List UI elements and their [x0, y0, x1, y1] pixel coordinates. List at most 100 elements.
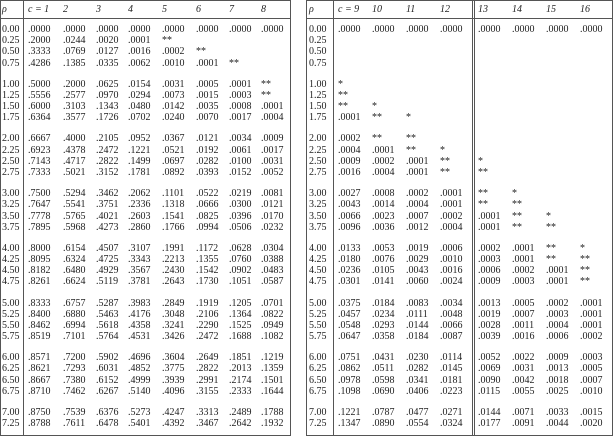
- header-rule: [0, 18, 291, 19]
- value-cell: .8710: [28, 385, 51, 397]
- value-cell: **: [580, 276, 590, 288]
- rho-cell: 5.50: [2, 319, 20, 331]
- header-cell: 3: [96, 4, 101, 15]
- value-cell: .5541: [63, 199, 86, 211]
- value-cell: .0127: [96, 46, 119, 58]
- value-cell: .0219: [229, 188, 252, 200]
- value-cell: .6880: [63, 308, 86, 320]
- value-cell: .4286: [28, 57, 51, 69]
- value-cell: .6376: [96, 406, 119, 418]
- value-cell: .5765: [63, 210, 86, 222]
- value-cell: .0431: [372, 352, 395, 364]
- value-cell: .7143: [28, 155, 51, 167]
- value-cell: .3604: [162, 352, 185, 364]
- value-cell: .0760: [229, 254, 252, 265]
- value-cell: .4378: [63, 144, 86, 156]
- value-cell: .0000: [261, 24, 284, 35]
- value-cell: .1343: [96, 101, 119, 113]
- value-cell: .0001: [478, 221, 501, 233]
- header-cell: ρ: [2, 4, 7, 15]
- value-cell: .0000: [63, 24, 86, 35]
- value-cell: *: [372, 101, 377, 113]
- value-cell: .0001: [406, 155, 429, 167]
- value-cell: .0031: [162, 78, 185, 90]
- value-cell: .0787: [372, 406, 395, 418]
- rho-cell: 1.25: [2, 89, 20, 101]
- value-cell: .8000: [28, 242, 51, 254]
- value-cell: .0044: [546, 418, 569, 430]
- value-cell: .0019: [406, 242, 429, 254]
- value-cell: .0506: [229, 221, 252, 233]
- value-cell: .0061: [229, 144, 252, 156]
- value-cell: .0011: [512, 319, 535, 331]
- rho-cell: 0.25: [309, 35, 327, 47]
- value-cell: .0048: [440, 308, 463, 320]
- value-cell: .3577: [63, 112, 86, 124]
- value-cell: .0001: [546, 276, 569, 288]
- value-cell: .0001: [440, 188, 463, 200]
- value-cell: .0177: [478, 418, 501, 430]
- value-cell: .7200: [63, 352, 86, 364]
- value-cell: .0154: [128, 78, 151, 90]
- rho-cell: 2.25: [309, 144, 327, 156]
- value-cell: .6478: [96, 418, 119, 430]
- value-cell: .0690: [372, 385, 395, 397]
- value-cell: .5618: [96, 319, 119, 331]
- value-cell: **: [512, 199, 522, 211]
- value-cell: .0000: [512, 24, 535, 35]
- value-cell: .0004: [261, 112, 284, 124]
- value-cell: .0240: [162, 112, 185, 124]
- value-cell: .0223: [440, 385, 463, 397]
- value-cell: .4507: [96, 242, 119, 254]
- value-cell: .0902: [229, 265, 252, 277]
- value-cell: .0324: [440, 418, 463, 430]
- value-cell: .0096: [338, 221, 361, 233]
- rho-cell: 1.00: [2, 78, 20, 90]
- value-cell: .5294: [63, 188, 86, 200]
- value-cell: .0483: [261, 265, 284, 277]
- value-cell: .0016: [512, 331, 535, 343]
- value-cell: .0769: [63, 46, 86, 58]
- value-cell: .0005: [580, 363, 603, 375]
- value-cell: .0066: [338, 210, 361, 222]
- value-cell: .3462: [96, 188, 119, 200]
- header-cell: 16: [580, 4, 590, 15]
- value-cell: .2642: [229, 418, 252, 430]
- rho-cell: 0.00: [309, 24, 327, 35]
- value-cell: .2336: [128, 199, 151, 211]
- value-cell: .0341: [406, 374, 429, 386]
- value-cell: **: [440, 167, 450, 178]
- value-cell: .6994: [63, 319, 86, 331]
- value-cell: **: [440, 155, 450, 167]
- value-cell: .2489: [229, 406, 252, 418]
- value-cell: **: [546, 242, 556, 254]
- value-cell: **: [512, 221, 522, 233]
- value-cell: .0666: [196, 199, 219, 211]
- value-cell: .0236: [338, 265, 361, 277]
- rho-cell: 3.50: [309, 210, 327, 222]
- value-cell: .0055: [512, 385, 535, 397]
- value-cell: .1525: [229, 319, 252, 331]
- value-cell: .7333: [28, 167, 51, 178]
- value-cell: .6324: [63, 254, 86, 265]
- value-cell: .0994: [196, 221, 219, 233]
- value-cell: .8621: [28, 363, 51, 375]
- value-cell: **: [338, 89, 348, 101]
- value-cell: .3426: [162, 331, 185, 343]
- value-cell: .0070: [196, 112, 219, 124]
- value-cell: .0020: [580, 418, 603, 430]
- value-cell: .0015: [580, 406, 603, 418]
- value-cell: **: [406, 133, 416, 145]
- value-cell: .0002: [372, 155, 395, 167]
- value-cell: .3567: [128, 265, 151, 277]
- value-cell: .0000: [546, 24, 569, 35]
- rho-cell: 6.75: [2, 385, 20, 397]
- rho-cell: 3.00: [2, 188, 20, 200]
- value-cell: .0052: [261, 167, 284, 178]
- value-cell: .3107: [128, 242, 151, 254]
- value-cell: .0587: [261, 276, 284, 288]
- value-cell: .7462: [63, 385, 86, 397]
- value-cell: .0035: [196, 101, 219, 113]
- value-cell: .4696: [128, 352, 151, 364]
